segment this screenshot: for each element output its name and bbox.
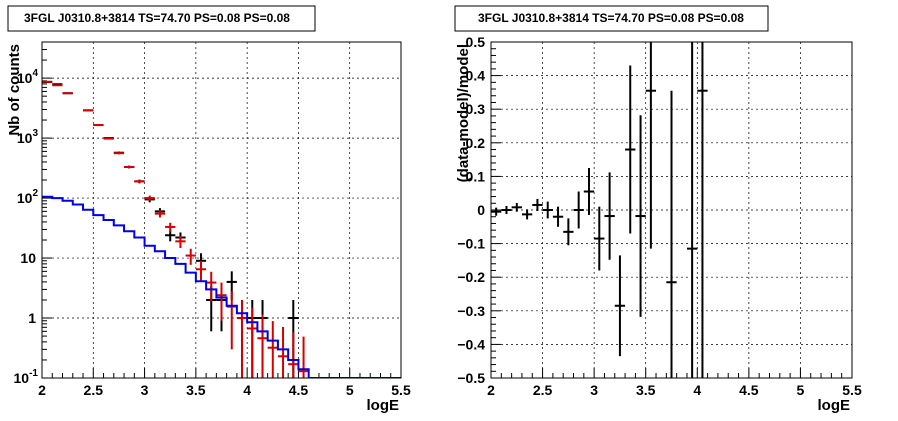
y-tick-label: −0.4 [457,336,485,352]
y-tick-label: 0.5 [466,34,486,50]
x-tick-label: 5 [797,382,805,398]
x-tick-label: 4 [243,382,251,398]
x-tick-label: 2 [487,382,495,398]
x-axis-label: logE [367,397,400,414]
x-tick-label: 3.5 [636,382,656,398]
x-tick-label: 3.5 [186,382,206,398]
x-tick-label: 5 [346,382,354,398]
y-tick-label: −0.3 [457,303,485,319]
y-axis-label: (data-model)/model [455,44,472,182]
x-tick-label: 2.5 [84,382,104,398]
model-step-line [42,195,401,378]
x-axis-label: logE [818,397,851,414]
y-tick-label: 0.4 [466,68,486,84]
y-tick-label: 0.3 [466,101,486,117]
y-tick-label: −0.2 [457,269,485,285]
plot-data-group [491,42,708,378]
plot-frame [41,41,402,379]
title-box [454,5,769,32]
y-tick-label: 102 [17,188,39,206]
x-tick-label: 4.5 [739,382,759,398]
y-tick-label: 0.1 [466,168,486,184]
x-tick-label: 2 [38,382,46,398]
x-tick-label: 4.5 [289,382,309,398]
plot-data-group [42,80,401,378]
y-tick-label: −0.1 [457,236,485,252]
chart-title: 3FGL J0310.8+3814 TS=74.70 PS=0.08 PS=0.… [478,11,744,25]
y-tick-label: 10-1 [14,368,39,386]
y-tick-label: 0 [477,202,485,218]
y-tick-label: 1 [28,310,36,326]
y-tick-label: 0.2 [466,135,486,151]
x-tick-label: 3 [590,382,598,398]
x-tick-label: 2.5 [533,382,553,398]
x-tick-label: 5.5 [842,382,862,398]
y-axis-label: Nb of counts [6,44,23,136]
y-tick-label: −0.5 [457,370,485,386]
y-tick-label: 103 [17,128,39,146]
chart-title: 3FGL J0310.8+3814 TS=74.70 PS=0.08 PS=0.… [24,11,290,25]
x-tick-label: 4 [693,382,701,398]
y-tick-label: 104 [17,68,39,86]
y-tick-label: 10 [20,250,36,266]
x-tick-label: 3 [141,382,149,398]
x-tick-label: 5.5 [391,382,411,398]
plot-frame [490,41,853,379]
title-box [7,5,316,32]
